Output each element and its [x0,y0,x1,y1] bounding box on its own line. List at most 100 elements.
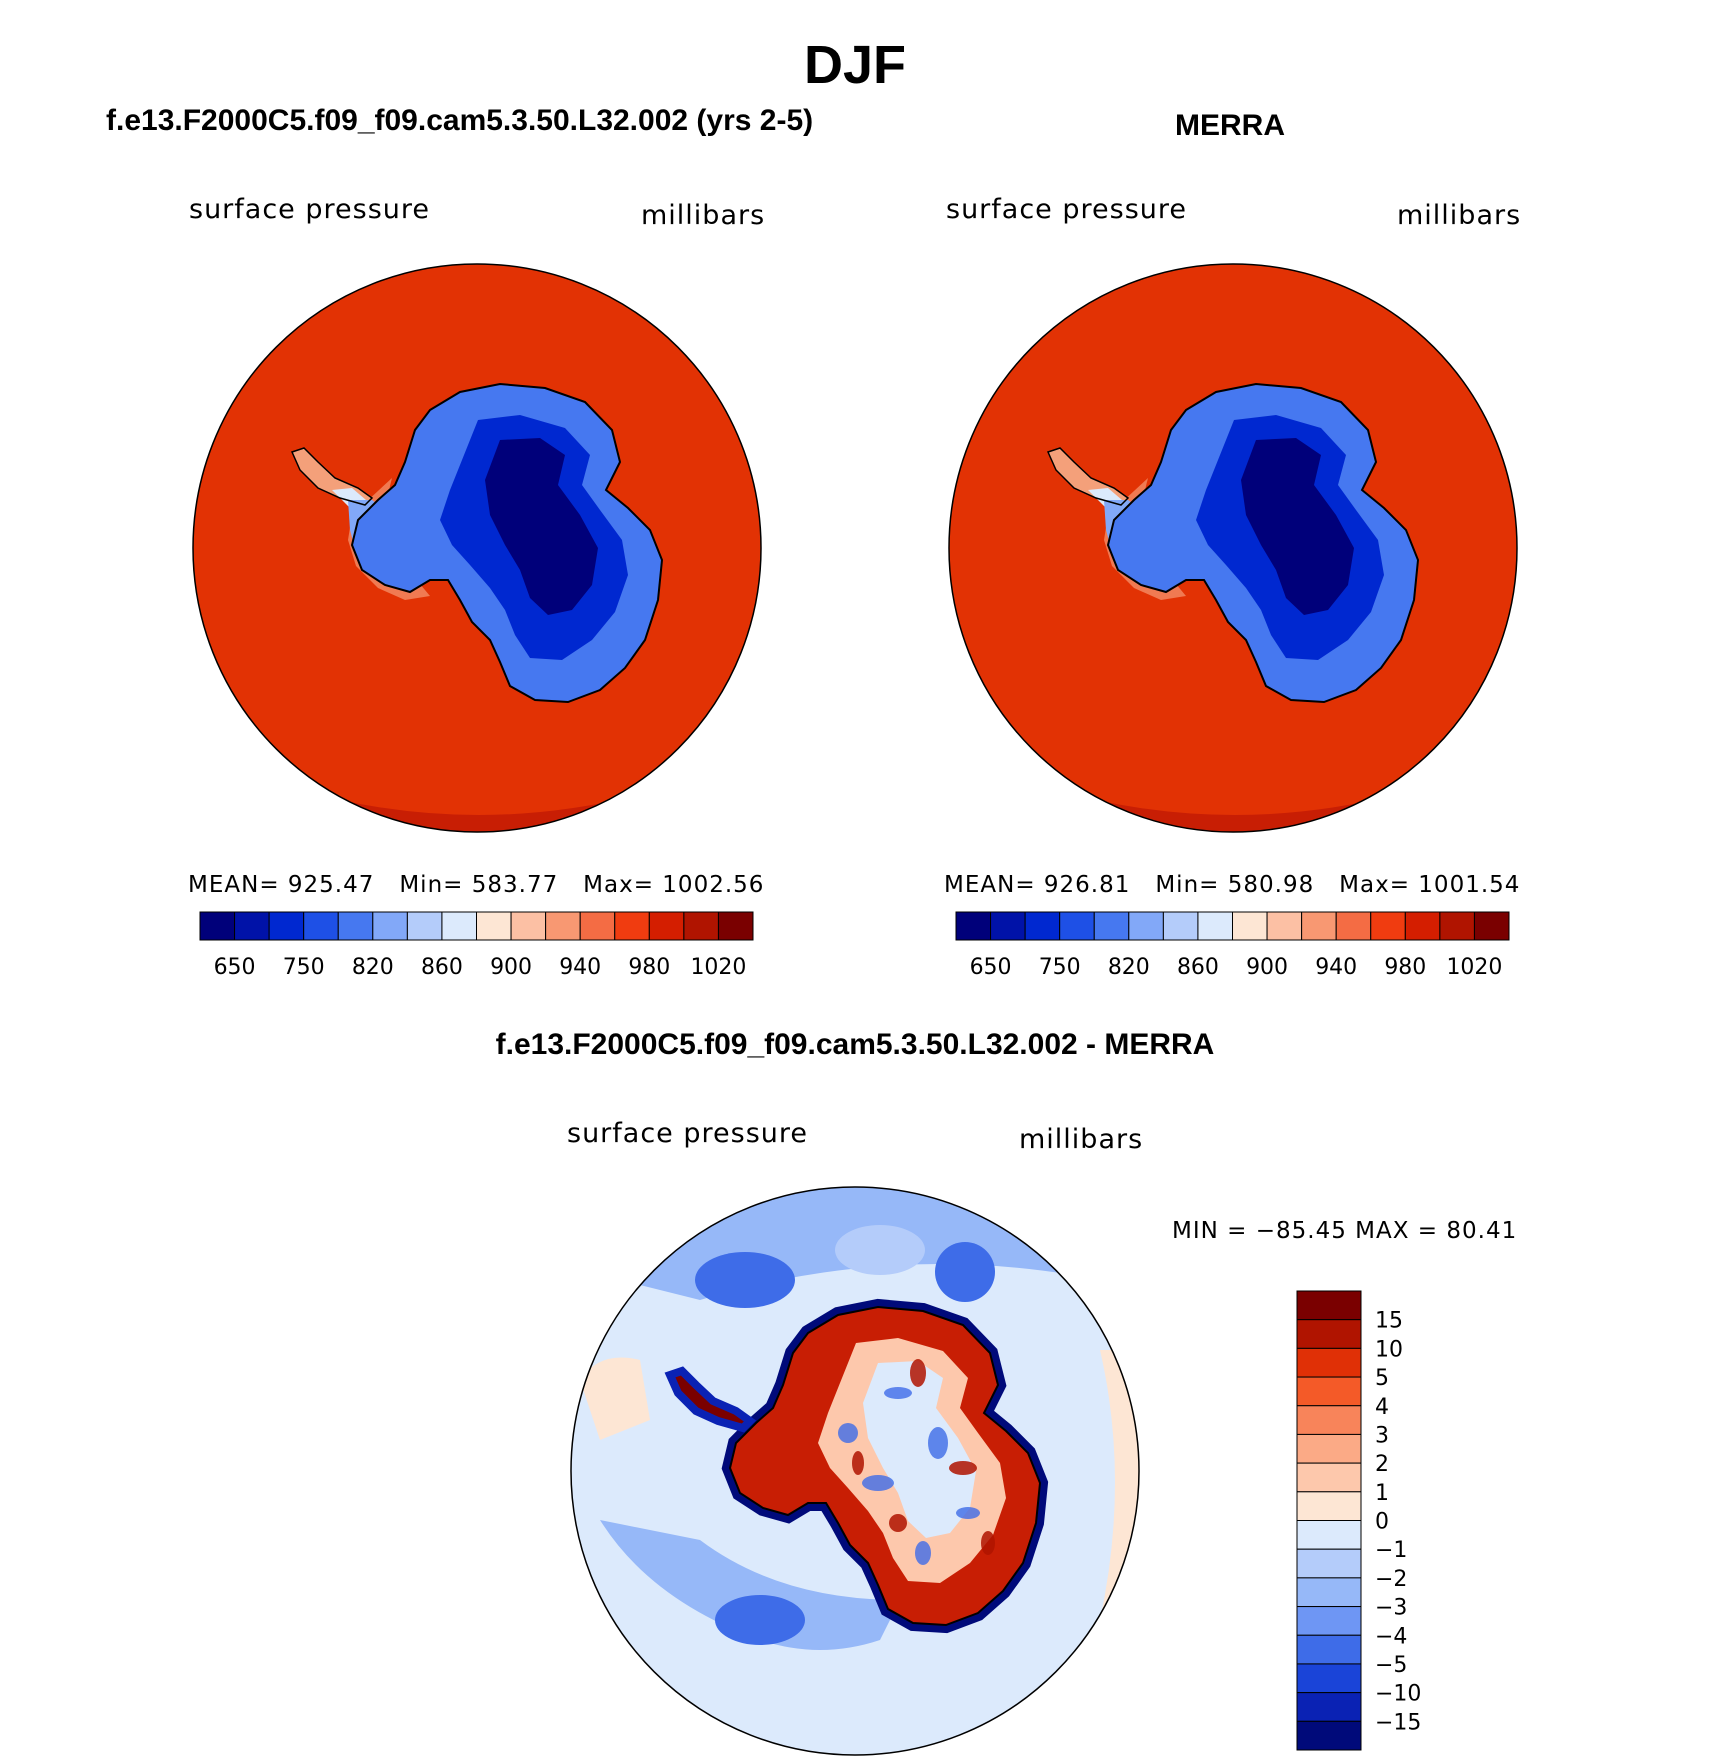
colorbar-merra: 650 750 820 860 900 940 980 1020 [955,911,1510,980]
colorbar-box [406,911,443,941]
colorbar-tick-label: 820 [1108,955,1150,980]
colorbar-box [1296,1433,1362,1464]
colorbar-model: 650 750 820 860 900 940 980 1020 [199,911,754,980]
stats-model: MEAN= 925.47 Min= 583.77 Max= 1002.56 [188,872,764,898]
colorbar-box [1301,911,1337,941]
colorbar-box [717,911,754,941]
max-value: 1001.54 [1418,872,1521,898]
colorbar-box [1296,1720,1362,1751]
colorbar-box [1296,1405,1362,1435]
colorbar-tick-label: 980 [628,955,670,980]
colorbar-box [648,911,685,941]
colorbar-tick-label: 2 [1375,1452,1389,1477]
colorbar-tick-label: 3 [1375,1423,1389,1448]
colorbar-box [1093,911,1130,941]
mean-value: 926.81 [1043,872,1131,898]
colorbar-tick-label: 750 [283,955,325,980]
figure-title: DJF [803,35,906,95]
colorbar-tick-label: 860 [421,955,463,980]
colorbar-tick-label: −3 [1375,1596,1407,1621]
colorbar-tick-label: 4 [1375,1395,1389,1420]
colorbar-box [1335,911,1372,941]
colorbar-tick-label: 0 [1375,1510,1389,1535]
colorbar-tick-label: 860 [1177,955,1219,980]
colorbar-box [1296,1577,1362,1608]
colorbar-tick-label: −1 [1375,1538,1407,1563]
colorbar-box [1296,1663,1362,1694]
colorbar-tick-label: −5 [1375,1653,1407,1678]
colorbar-tick-label: 10 [1375,1337,1403,1362]
colorbar-box [1162,911,1199,941]
colorbar-box [1296,1376,1362,1407]
max-label: Max= [583,872,654,898]
colorbar-box [1232,911,1268,941]
mean-value: 925.47 [287,872,375,898]
panel-title-merra: MERRA [1175,109,1285,142]
colorbar-box [1404,911,1441,941]
colorbar-box [234,911,270,941]
variable-label-merra: surface pressure [946,194,1187,225]
units-label-merra: millibars [1397,200,1522,231]
colorbar-box [1370,911,1406,941]
colorbar-tick-label: −2 [1375,1567,1407,1592]
colorbar-box [199,911,236,941]
colorbar-box [990,911,1026,941]
colorbar-box [372,911,408,941]
colorbar-tick-label: 900 [490,955,532,980]
colorbar-tick-label: 980 [1384,955,1426,980]
colorbar-box [510,911,547,941]
map-panel-model [192,263,762,833]
colorbar-tick-label: 1020 [690,955,746,980]
colorbar-tick-label: 750 [1039,955,1081,980]
panel-title-difference: f.e13.F2000C5.f09_f09.cam5.3.50.L32.002 … [495,1028,1215,1061]
colorbar-tick-label: 900 [1246,955,1288,980]
colorbar-tick-label: 5 [1375,1366,1389,1391]
colorbar-box [1296,1491,1362,1521]
units-label-model: millibars [641,200,766,231]
colorbar-box [476,911,512,941]
stats-merra: MEAN= 926.81 Min= 580.98 Max= 1001.54 [944,872,1520,898]
min-value: 580.98 [1227,872,1315,898]
colorbar-tick-label: −15 [1375,1710,1421,1735]
colorbar-box [1128,911,1164,941]
colorbar-tick-label: −4 [1375,1624,1407,1649]
colorbar-box [303,911,339,941]
colorbar-box [1296,1692,1362,1722]
colorbar-tick-label: 940 [559,955,601,980]
colorbar-box [1296,1347,1362,1378]
colorbar-box [1296,1520,1362,1550]
colorbar-box [1197,911,1233,941]
colorbar-box [1024,911,1061,941]
colorbar-box [441,911,477,941]
colorbar-tick-label: −10 [1375,1682,1421,1707]
colorbar-box [579,911,616,941]
min-label: Min= [399,872,464,898]
panel-title-model: f.e13.F2000C5.f09_f09.cam5.3.50.L32.002 … [106,104,814,137]
units-label-difference: millibars [1019,1124,1144,1155]
colorbar-box [545,911,581,941]
colorbar-box [1296,1319,1362,1349]
map-panel-difference [570,1186,1140,1756]
map-panel-merra [948,263,1518,833]
colorbar-box [268,911,305,941]
min-label: Min= [1155,872,1220,898]
mean-label: MEAN= [944,872,1036,898]
colorbar-box [1296,1462,1362,1493]
colorbar-box [614,911,650,941]
colorbar-tick-label: 650 [214,955,256,980]
max-value: 1002.56 [662,872,765,898]
colorbar-box [1296,1606,1362,1636]
colorbar-tick-label: 15 [1375,1309,1403,1334]
colorbar-tick-label: 820 [352,955,394,980]
colorbar-box [1266,911,1303,941]
colorbar-box [1059,911,1095,941]
colorbar-box [337,911,374,941]
colorbar-box [955,911,992,941]
colorbar-box [683,911,719,941]
max-label: Max= [1339,872,1410,898]
min-value: 583.77 [471,872,559,898]
mean-label: MEAN= [188,872,280,898]
colorbar-tick-label: 940 [1315,955,1357,980]
colorbar-box [1439,911,1475,941]
